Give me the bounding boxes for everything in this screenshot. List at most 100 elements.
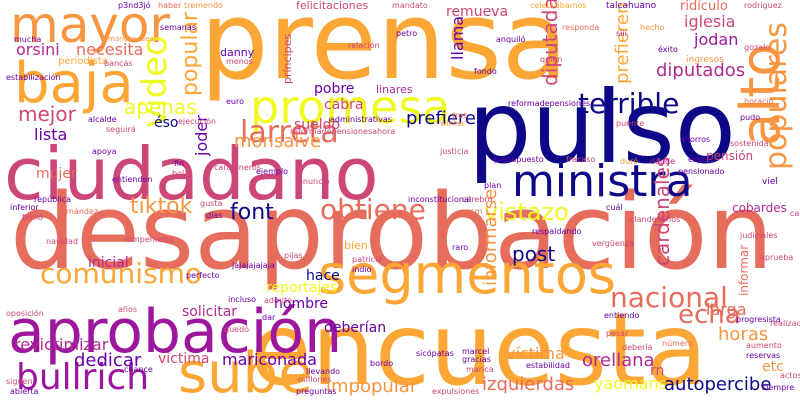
word-celebrabamos: celebrábamos <box>530 1 587 10</box>
word-tiktok: tiktok <box>130 194 193 219</box>
word-anquilo: anquiló <box>496 35 526 44</box>
word-estabilidad: estabilidad <box>526 361 570 370</box>
word-inconstitucional: inconstitucional <box>408 195 472 204</box>
word-desaprobacion: desaprobación <box>10 171 774 293</box>
word-necesita: necesita <box>76 40 144 59</box>
word-mucha: mucha <box>14 35 42 44</box>
word-preguntas: preguntas <box>296 387 337 396</box>
word-sueldo: sueldo <box>294 117 341 133</box>
word-realizados: realizados <box>770 319 800 328</box>
word-gusta: gusta <box>200 199 223 208</box>
word-mujer: mujer <box>36 166 77 182</box>
word-dias: días <box>206 211 223 220</box>
word-petro: petro <box>396 29 418 38</box>
word-fernandez: fernández <box>58 207 99 216</box>
word-cobardes: cobardes <box>732 201 787 215</box>
word-sostenida: sostenida <box>730 139 769 148</box>
word-apoya: apoya <box>92 147 117 156</box>
word-donde: dónde <box>650 157 676 166</box>
word-ahorros: ahorros <box>680 135 711 144</box>
word-ciudadano: ciudadano <box>4 132 379 216</box>
word-remueva: remueva <box>446 4 509 20</box>
word-responda: responda <box>562 23 600 32</box>
word-rompehielos: rompehielos <box>124 235 174 244</box>
word-iglesia: iglesia <box>684 12 736 31</box>
word-bola: bola <box>172 169 190 178</box>
word-incluso: incluso <box>228 295 257 304</box>
word-victima-a: víctima <box>506 344 565 363</box>
word-mejor: mejor <box>18 102 76 126</box>
word-felicitaciones: felicitaciones <box>296 0 369 12</box>
word-patricia: patricia <box>352 255 383 264</box>
word-reformadepensiones: reformadepensiones <box>508 99 591 108</box>
word-siempre: siempre <box>762 383 795 392</box>
word-dar: dar <box>262 313 276 322</box>
word-nacional: nacional <box>610 281 728 314</box>
word-informar: informar <box>737 244 751 296</box>
word-promesa: promesa <box>250 80 451 134</box>
word-yaomans: yaomans <box>594 374 667 393</box>
word-talcahuano: talcahuano <box>606 1 657 11</box>
word-marica: marica <box>466 365 494 374</box>
word-pijas: pijas <box>284 251 303 260</box>
word-pesar: pesar <box>606 329 629 338</box>
word-periodista: periodista <box>58 56 108 67</box>
word-impopular: impopular <box>326 376 418 397</box>
word-quedo: quedó <box>224 325 250 334</box>
word-progresista: progresista <box>736 315 781 324</box>
word-victima-b: victima <box>158 351 210 367</box>
word-judiciales: judiciales <box>740 231 778 240</box>
word-verguenza: vergüenza <box>592 239 635 248</box>
word-gozalo: gozalo <box>744 43 771 52</box>
word-perfecto: perfecto <box>186 271 220 280</box>
word-expulsiones: expulsiones <box>432 387 480 396</box>
word-estabilizacion: estabilización <box>6 73 61 82</box>
word-rn: rn <box>650 363 665 379</box>
word-orsini: orsini <box>16 40 60 59</box>
word-exito: éxito <box>658 45 678 54</box>
word-horacio: horacio <box>744 97 774 106</box>
word-seguira: seguirá <box>106 125 136 134</box>
word-fracaso: fracaso <box>566 155 596 164</box>
word-obtiene: obtiene <box>320 193 426 226</box>
word-reforma2: reformadepensionesahora <box>290 127 396 136</box>
word-jodan: jodan <box>694 30 739 49</box>
word-hombre: hombre <box>274 296 329 312</box>
word-ejemplo: ejemplo <box>256 167 289 176</box>
word-maricon: maricon idean <box>108 35 159 43</box>
word-cardenales: cardenales <box>650 156 674 266</box>
word-monsalve: monsalve <box>234 131 322 152</box>
word-anos: años <box>118 305 138 314</box>
word-presupuesto: presupuesto <box>494 155 544 164</box>
word-izquierdas: izquierdas <box>482 374 575 395</box>
word-tres: tres <box>452 111 468 120</box>
word-font: font <box>230 200 274 225</box>
word-entienden: entienden <box>112 175 153 184</box>
word-menos: menos <box>226 57 253 66</box>
word-pobre: pobre <box>314 81 355 97</box>
word-haber: haber <box>158 1 182 10</box>
word-winter: winter <box>440 119 466 128</box>
word-si: si <box>124 157 131 166</box>
word-segmentos: segmentos <box>318 243 617 306</box>
word-ejecucion: ejecución <box>178 117 217 126</box>
word-pudo: pudo <box>740 113 761 122</box>
word-carabineros: carabineros <box>214 163 261 172</box>
word-vistazo: vistazo <box>484 198 569 226</box>
word-csm: csm <box>466 207 483 216</box>
word-aprueba: aprueba <box>760 253 794 262</box>
word-prensa: prensa <box>200 0 568 104</box>
word-diputadas: diputadas <box>538 0 562 86</box>
word-duro: duró <box>620 157 639 166</box>
word-post: post <box>512 242 556 266</box>
word-encuesta: encuesta <box>250 291 708 400</box>
word-bien: bien <box>344 239 368 252</box>
word-orellana: orellana <box>582 350 655 371</box>
word-autopercibe: autopercibe <box>664 374 772 395</box>
word-aumento: aumento <box>746 341 782 350</box>
word-indio: indio <box>352 265 372 274</box>
word-hace: hace <box>306 268 340 284</box>
word-reservas: reservas <box>746 351 781 360</box>
word-republica: república <box>34 195 72 204</box>
word-danny: danny <box>220 46 255 59</box>
